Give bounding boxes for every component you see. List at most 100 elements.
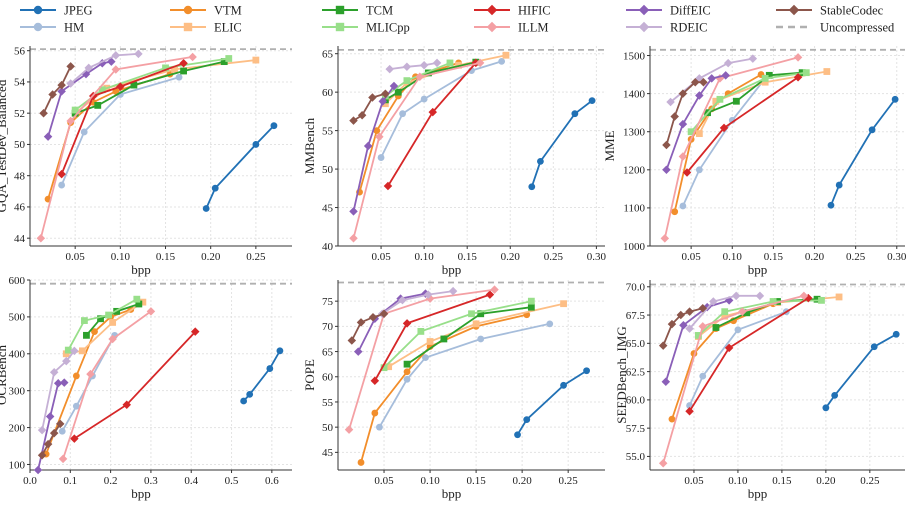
data-point-hific [685, 406, 694, 416]
data-point-illm [490, 285, 499, 294]
data-point-diffeic [349, 207, 358, 216]
data-point-hific [57, 169, 66, 179]
data-point-tcm [425, 69, 432, 77]
x-tick-label: 0.10 [111, 251, 131, 263]
data-point-rdeic [709, 297, 718, 306]
data-point-elic [823, 68, 831, 75]
series-line-jpeg [530, 99, 593, 188]
x-tick-label: 0.10 [415, 251, 435, 263]
y-axis-label: OCRBench [0, 345, 9, 405]
data-point-tcm [220, 58, 228, 66]
y-tick-label: 1200 [623, 165, 646, 177]
legend-label-mlicpp: MLICpp [366, 21, 410, 35]
data-point-hm [422, 354, 429, 362]
series-hm [679, 74, 769, 210]
series-illm [658, 291, 809, 468]
data-point-diffeic [678, 119, 688, 129]
data-point-jpeg [202, 205, 210, 212]
series-jpeg [202, 122, 278, 212]
series-hific [370, 290, 495, 386]
data-point-tcm [394, 88, 402, 96]
data-point-jpeg [528, 183, 536, 191]
legend-entry-stablecodec: StableCodec [776, 4, 884, 18]
data-point-rdeic [419, 60, 429, 70]
x-tick-label: 0.0 [23, 475, 37, 487]
y-axis-label: SEEDBench_IMG [614, 326, 629, 424]
legend-label-uncompressed: Uncompressed [820, 21, 895, 35]
data-point-stablecodec [357, 110, 367, 120]
y-tick-label: 1400 [623, 88, 646, 100]
data-point-rdeic [66, 79, 75, 88]
legend-marker-diffeic [638, 4, 650, 16]
panel-pope: 0.05 0.10 0.15 0.20 0.25 45 50 55 60 65 70 75 bpp POP… [302, 280, 605, 501]
data-point-mlicpp [761, 74, 769, 82]
x-axis-label: bpp [442, 486, 462, 501]
panels: 0.05 0.10 0.15 0.20 0.25 44 46 48 50 52 54 56 bpp GQA… [0, 45, 907, 501]
series-stablecodec [39, 62, 75, 118]
y-tick-label: 65 [322, 346, 334, 358]
legend-marker-jpeg [33, 5, 43, 15]
data-point-stablecodec [349, 116, 358, 125]
data-point-hific [116, 82, 125, 91]
x-tick-label: 0.25 [544, 251, 564, 263]
data-point-mlicpp [71, 106, 79, 114]
y-tick-label: 1300 [623, 127, 646, 139]
y-tick-label: 44 [14, 233, 26, 245]
legend-label-illm: ILLM [518, 21, 549, 35]
series-rdeic [66, 49, 143, 88]
data-point-diffeic [53, 379, 63, 388]
legend-label-elic: ELIC [214, 21, 242, 35]
data-point-stablecodec [368, 313, 378, 322]
series-line-elic [66, 301, 144, 355]
data-point-hm [376, 423, 383, 431]
data-point-elic [426, 338, 434, 345]
y-tick-label: 65 [322, 48, 334, 60]
legend-marker-hific [486, 4, 498, 16]
legend-label-rdeic: RDEIC [670, 21, 708, 35]
legend: JPEG HM VTM ELIC TCM MLICpp HIFIC ILLM DiffEIC RD… [20, 4, 895, 35]
series-line-tcm [384, 61, 476, 101]
data-point-illm [66, 116, 75, 126]
x-tick-label: 0.30 [587, 251, 607, 263]
data-point-jpeg [868, 126, 876, 134]
y-tick-label: 60.0 [626, 395, 646, 407]
data-point-illm [793, 53, 803, 62]
data-point-jpeg [571, 110, 579, 118]
data-point-tcm [477, 310, 485, 318]
series-hific [682, 72, 803, 177]
x-tick-label: 0.5 [225, 475, 239, 487]
y-tick-label: 70 [322, 321, 334, 333]
data-point-stablecodec [379, 309, 389, 319]
data-point-rdeic [423, 290, 433, 299]
data-point-diffeic [378, 97, 388, 106]
data-point-diffeic [60, 378, 69, 387]
series-hm [377, 57, 506, 161]
data-point-illm [415, 72, 425, 82]
series-stablecodec [347, 309, 389, 345]
legend-marker-illm [486, 21, 498, 33]
x-tick-label: 0.6 [265, 475, 279, 487]
data-point-elic [385, 363, 393, 371]
data-point-mlicpp [162, 64, 169, 72]
data-point-rdeic [62, 356, 71, 366]
x-tick-label: 0.25 [860, 475, 880, 487]
series-rdeic [385, 58, 442, 74]
data-point-hific [191, 327, 200, 336]
x-axis-label: bpp [131, 486, 151, 501]
data-point-stablecodec [66, 62, 75, 71]
x-tick-label: 0.10 [723, 251, 743, 263]
series-stablecodec [349, 89, 390, 125]
data-point-hific [70, 434, 79, 443]
series-line-jpeg [516, 369, 588, 436]
series-diffeic [354, 289, 430, 356]
y-tick-label: 50 [322, 164, 334, 176]
data-point-hm [546, 320, 554, 328]
legend-entry-hm: HM [20, 21, 84, 35]
series-line-illm [348, 288, 495, 430]
series-line-diffeic [47, 60, 112, 137]
y-tick-label: 45 [322, 447, 334, 459]
y-tick-label: 55 [322, 397, 334, 409]
data-point-jpeg [246, 390, 254, 398]
data-point-stablecodec [48, 90, 57, 99]
